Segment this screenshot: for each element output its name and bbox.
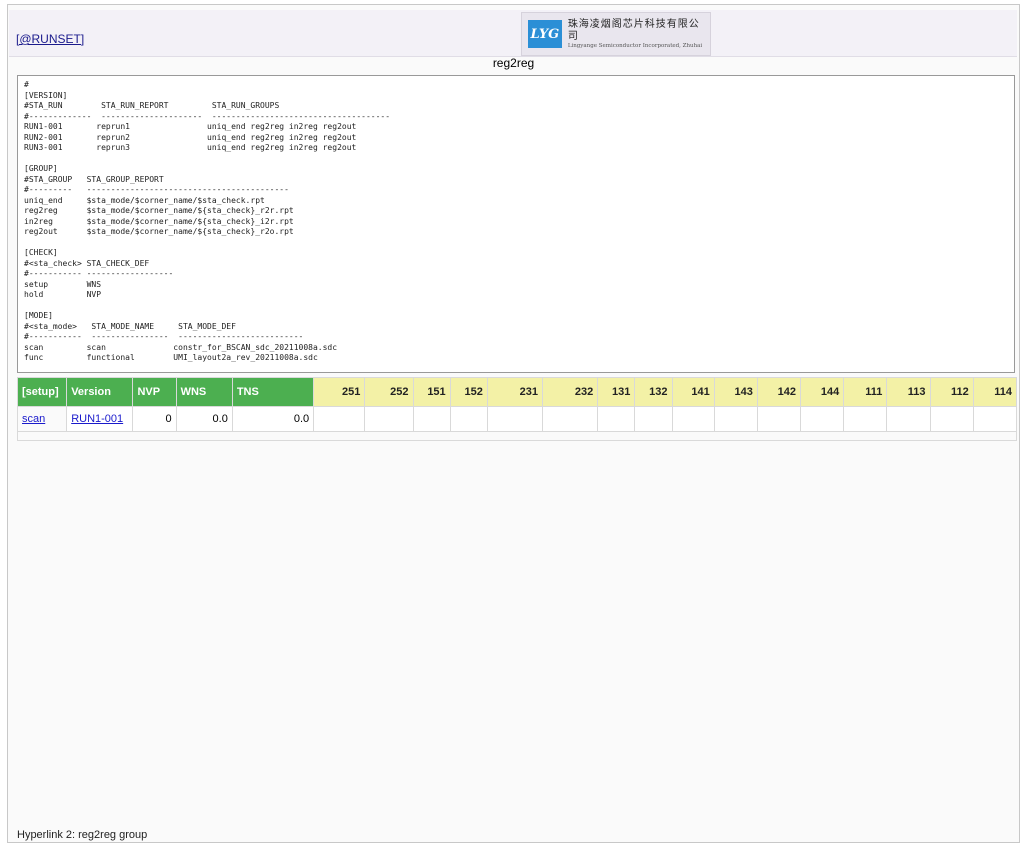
- group-result-cell: [756, 406, 802, 432]
- group-result-cell: [486, 406, 544, 432]
- column-header: 152: [449, 377, 488, 407]
- column-header: WNS: [175, 377, 233, 407]
- group-result-cell: [412, 406, 451, 432]
- runset-link[interactable]: [@RUNSET]: [16, 32, 85, 46]
- column-header: 132: [634, 377, 673, 407]
- group-result-cell: [542, 406, 599, 432]
- column-header: 232: [542, 377, 599, 407]
- column-header: 143: [713, 377, 758, 407]
- column-header: 113: [886, 377, 931, 407]
- column-header: TNS: [231, 377, 315, 407]
- wns-cell: 0.0: [175, 406, 233, 432]
- group-result-cell: [313, 406, 366, 432]
- config-text: # [VERSION] #STA_RUN STA_RUN_REPORT STA_…: [24, 80, 391, 362]
- config-textarea[interactable]: # [VERSION] #STA_RUN STA_RUN_REPORT STA_…: [17, 75, 1015, 373]
- column-header: 141: [671, 377, 715, 407]
- check-label: [setup]: [16, 377, 68, 407]
- column-header: 131: [597, 377, 636, 407]
- group-result-cell: [713, 406, 758, 432]
- mode-link[interactable]: scan: [22, 413, 46, 425]
- group-spacer: [17, 431, 1017, 441]
- column-header: 114: [972, 377, 1018, 407]
- run-version-link[interactable]: RUN1-001: [71, 413, 124, 425]
- logo-text: 珠海凌烟阁芯片科技有限公司 Lingyange Semiconductor In…: [568, 19, 710, 50]
- nvp-cell: 0: [132, 406, 177, 432]
- column-header: NVP: [132, 377, 177, 407]
- group-result-cell: [449, 406, 488, 432]
- column-header: 111: [843, 377, 888, 407]
- group-result-cell: [671, 406, 715, 432]
- version-cell: RUN1-001: [66, 406, 134, 432]
- column-header: 151: [412, 377, 451, 407]
- company-logo: LYG 珠海凌烟阁芯片科技有限公司 Lingyange Semiconducto…: [521, 12, 711, 56]
- group-result-cell: [929, 406, 974, 432]
- logo-chinese-name: 珠海凌烟阁芯片科技有限公司: [567, 18, 700, 42]
- group-result-cell: [886, 406, 931, 432]
- column-header: 231: [486, 377, 544, 407]
- column-header: Version: [66, 377, 134, 407]
- runset-link-container: [@RUNSET]: [16, 32, 84, 46]
- page-title: reg2reg: [492, 56, 535, 70]
- group-result-cell: [972, 406, 1018, 432]
- column-header: 144: [800, 377, 845, 407]
- spacer-cell: [17, 431, 1017, 441]
- column-header: 112: [929, 377, 974, 407]
- column-header: 251: [313, 377, 366, 407]
- group-result-cell: [364, 406, 414, 432]
- group-result-cell: [634, 406, 673, 432]
- group-result-cell: [597, 406, 636, 432]
- tns-cell: 0.0: [231, 406, 315, 432]
- column-header: 142: [756, 377, 802, 407]
- logo-mark: LYG: [528, 20, 562, 48]
- logo-english-name: Lingyange Semiconductor Incorporated, Zh…: [567, 42, 703, 49]
- mode-group-cell: scan: [16, 406, 68, 432]
- column-header: 252: [364, 377, 414, 407]
- top-bar: [@RUNSET] LYG 珠海凌烟阁芯片科技有限公司 Lingyange Se…: [9, 10, 1017, 57]
- figure-caption: Hyperlink 2: reg2reg group: [17, 829, 148, 841]
- report-frame: [@RUNSET] LYG 珠海凌烟阁芯片科技有限公司 Lingyange Se…: [7, 4, 1020, 843]
- table-row: scan RUN1-001 0 0.0 0.0: [16, 406, 1018, 432]
- group-result-cell: [800, 406, 845, 432]
- setup-results-table: [setup] Version NVP WNS TNS 251 252 151 152 231 23…: [16, 377, 1018, 441]
- group-result-cell: [843, 406, 888, 432]
- header-row: [setup] Version NVP WNS TNS 251 252 151 152 231 23…: [16, 377, 1018, 407]
